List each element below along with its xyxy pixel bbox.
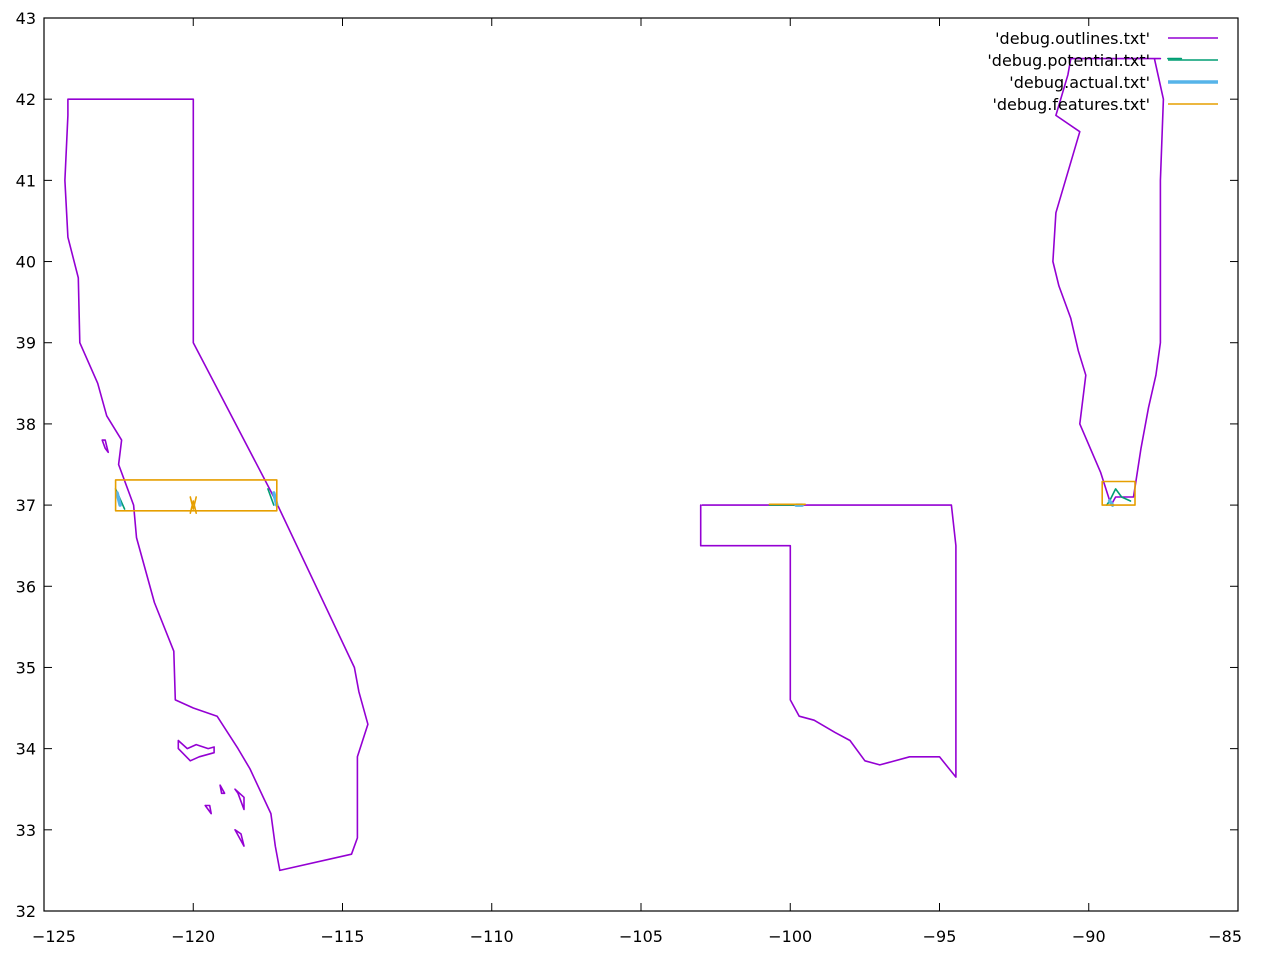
- series-line: [1052, 57, 1165, 506]
- x-tick-label: −115: [321, 927, 365, 946]
- y-tick-label: 43: [16, 9, 36, 28]
- x-tick-label: −105: [619, 927, 663, 946]
- series-line: [219, 784, 226, 795]
- series-1: [64, 57, 1165, 872]
- series-line: [234, 828, 245, 847]
- series-line: [64, 98, 369, 872]
- y-tick-label: 40: [16, 253, 36, 272]
- y-tick-label: 41: [16, 171, 36, 190]
- y-tick-label: 39: [16, 334, 36, 353]
- x-tick-label: −100: [768, 927, 812, 946]
- series-4: [114, 479, 1136, 515]
- series-line: [115, 491, 122, 507]
- series-line: [234, 788, 245, 811]
- series-line: [189, 500, 197, 515]
- series-line: [189, 496, 197, 510]
- series-line: [101, 439, 109, 454]
- legend: 'debug.outlines.txt' 'debug.potential.txt…: [987, 29, 1218, 114]
- series-line: [177, 739, 215, 762]
- x-tick-label: −120: [171, 927, 215, 946]
- series-layer: [64, 57, 1183, 872]
- x-axis-ticks: −125 −120 −115 −110 −105 −100 −95 −90 −85: [32, 18, 1242, 946]
- y-tick-label: 38: [16, 415, 36, 434]
- series-2: [114, 57, 1183, 510]
- y-tick-label: 32: [16, 902, 36, 921]
- legend-label: 'debug.actual.txt': [1009, 73, 1150, 92]
- y-axis-ticks: 32 33 34 35 36 37 38 39 40 41 42 43: [16, 9, 1238, 921]
- y-tick-label: 33: [16, 821, 36, 840]
- x-tick-label: −85: [1208, 927, 1242, 946]
- plot-frame: [43, 17, 1239, 912]
- series-line: [114, 479, 278, 512]
- x-tick-label: −110: [470, 927, 514, 946]
- y-tick-label: 37: [16, 496, 36, 515]
- series-3: [115, 491, 1115, 507]
- series-line: [204, 804, 212, 815]
- legend-label: 'debug.outlines.txt': [995, 29, 1150, 48]
- legend-label: 'debug.features.txt': [992, 95, 1150, 114]
- y-tick-label: 36: [16, 577, 36, 596]
- x-tick-label: −95: [923, 927, 957, 946]
- series-line: [1101, 480, 1136, 506]
- y-tick-label: 34: [16, 740, 36, 759]
- series-line: [267, 488, 275, 506]
- x-tick-label: −90: [1072, 927, 1106, 946]
- series-line: [699, 504, 957, 778]
- y-tick-label: 35: [16, 658, 36, 677]
- y-tick-label: 42: [16, 90, 36, 109]
- x-tick-label: −125: [32, 927, 76, 946]
- legend-label: 'debug.potential.txt': [987, 51, 1150, 70]
